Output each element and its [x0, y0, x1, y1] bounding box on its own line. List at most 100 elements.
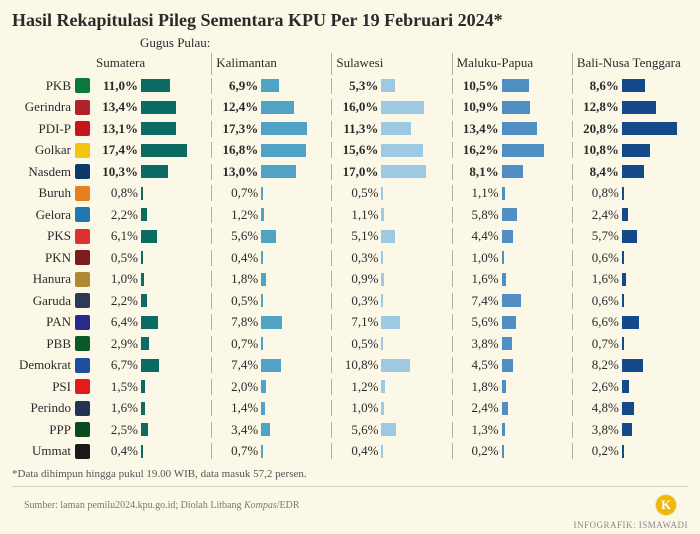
- value-cell: 4,4%: [452, 228, 572, 244]
- value-cell: 0,3%: [331, 250, 451, 266]
- value-label: 0,3%: [336, 293, 378, 309]
- table-row: Nasdem10,3%13,0%17,0%8,1%8,4%: [6, 161, 692, 183]
- value-bar: [381, 144, 422, 157]
- value-cell: 1,4%: [211, 400, 331, 416]
- value-bar: [381, 337, 383, 350]
- value-bar: [502, 122, 537, 135]
- party-label: Gelora: [36, 207, 71, 223]
- party-cell: PKS: [6, 228, 92, 244]
- value-bar: [141, 144, 187, 157]
- value-bar: [502, 423, 505, 436]
- value-bar: [261, 165, 295, 178]
- value-cell: 2,4%: [572, 207, 692, 223]
- value-cell: 17,0%: [331, 164, 451, 180]
- value-cell: 7,4%: [211, 357, 331, 373]
- party-icon: [75, 229, 90, 244]
- value-cell: 10,8%: [331, 357, 451, 373]
- value-bar: [141, 165, 168, 178]
- value-cell: 16,8%: [211, 142, 331, 158]
- party-label: Perindo: [31, 400, 71, 416]
- value-label: 2,4%: [577, 207, 619, 223]
- value-cell: 1,0%: [331, 400, 451, 416]
- table-row: PAN6,4%7,8%7,1%5,6%6,6%: [6, 312, 692, 334]
- value-cell: 10,3%: [92, 164, 211, 180]
- value-bar: [622, 359, 644, 372]
- party-icon: [75, 422, 90, 437]
- region-header: Sulawesi: [331, 53, 451, 75]
- value-cell: 0,5%: [92, 250, 211, 266]
- value-label: 1,8%: [216, 271, 258, 287]
- value-bar: [622, 144, 651, 157]
- value-label: 4,8%: [577, 400, 619, 416]
- party-label: Nasdem: [28, 164, 71, 180]
- value-label: 8,1%: [457, 164, 499, 180]
- value-bar: [381, 79, 395, 92]
- value-cell: 0,6%: [572, 293, 692, 309]
- value-cell: 0,7%: [211, 336, 331, 352]
- value-cell: 0,6%: [572, 250, 692, 266]
- source-prefix: Sumber: laman pemilu2024.kpu.go.id; Diol…: [24, 500, 244, 511]
- value-label: 17,4%: [96, 142, 138, 158]
- value-label: 16,2%: [457, 142, 499, 158]
- value-label: 12,4%: [216, 99, 258, 115]
- value-label: 1,8%: [457, 379, 499, 395]
- value-cell: 1,8%: [452, 379, 572, 395]
- value-cell: 2,6%: [572, 379, 692, 395]
- table-row: PKB11,0%6,9%5,3%10,5%8,6%: [6, 75, 692, 97]
- value-label: 5,7%: [577, 228, 619, 244]
- value-bar: [261, 423, 270, 436]
- value-bar: [622, 101, 656, 114]
- value-label: 1,6%: [96, 400, 138, 416]
- party-cell: Gerindra: [6, 99, 92, 115]
- value-label: 6,9%: [216, 78, 258, 94]
- value-cell: 17,4%: [92, 142, 211, 158]
- value-bar: [502, 101, 531, 114]
- value-label: 5,6%: [457, 314, 499, 330]
- value-bar: [261, 337, 263, 350]
- table-row: PPP2,5%3,4%5,6%1,3%3,8%: [6, 419, 692, 441]
- infographic-credit: INFOGRAFIK: ISMAWADI: [573, 520, 688, 530]
- value-cell: 0,5%: [331, 185, 451, 201]
- value-cell: 8,6%: [572, 78, 692, 94]
- value-label: 20,8%: [577, 121, 619, 137]
- value-cell: 0,5%: [211, 293, 331, 309]
- value-cell: 8,1%: [452, 164, 572, 180]
- source-em: Kompas: [244, 500, 277, 511]
- value-label: 0,4%: [336, 443, 378, 459]
- value-cell: 0,2%: [572, 443, 692, 459]
- table-row: PDI-P13,1%17,3%11,3%13,4%20,8%: [6, 118, 692, 140]
- value-bar: [141, 359, 159, 372]
- value-bar: [261, 79, 279, 92]
- value-label: 1,0%: [457, 250, 499, 266]
- value-cell: 1,1%: [331, 207, 451, 223]
- value-label: 0,8%: [96, 185, 138, 201]
- value-bar: [141, 423, 148, 436]
- value-bar: [381, 402, 384, 415]
- region-header: Sumatera: [92, 53, 211, 75]
- value-label: 15,6%: [336, 142, 378, 158]
- party-cell: Demokrat: [6, 357, 92, 373]
- value-bar: [622, 187, 624, 200]
- value-label: 7,8%: [216, 314, 258, 330]
- party-icon: [75, 358, 90, 373]
- value-label: 17,0%: [336, 164, 378, 180]
- chart-subtitle: Gugus Pulau:: [0, 35, 700, 53]
- value-label: 2,6%: [577, 379, 619, 395]
- value-label: 16,0%: [336, 99, 378, 115]
- value-bar: [622, 337, 624, 350]
- value-cell: 3,8%: [452, 336, 572, 352]
- value-bar: [502, 294, 522, 307]
- value-bar: [622, 445, 624, 458]
- value-cell: 7,4%: [452, 293, 572, 309]
- party-icon: [75, 121, 90, 136]
- party-cell: Buruh: [6, 185, 92, 201]
- value-cell: 5,7%: [572, 228, 692, 244]
- value-bar: [141, 230, 157, 243]
- value-cell: 1,6%: [452, 271, 572, 287]
- value-label: 0,2%: [457, 443, 499, 459]
- value-cell: 0,7%: [211, 185, 331, 201]
- value-cell: 1,0%: [452, 250, 572, 266]
- value-bar: [261, 230, 276, 243]
- party-cell: Perindo: [6, 400, 92, 416]
- value-bar: [141, 337, 149, 350]
